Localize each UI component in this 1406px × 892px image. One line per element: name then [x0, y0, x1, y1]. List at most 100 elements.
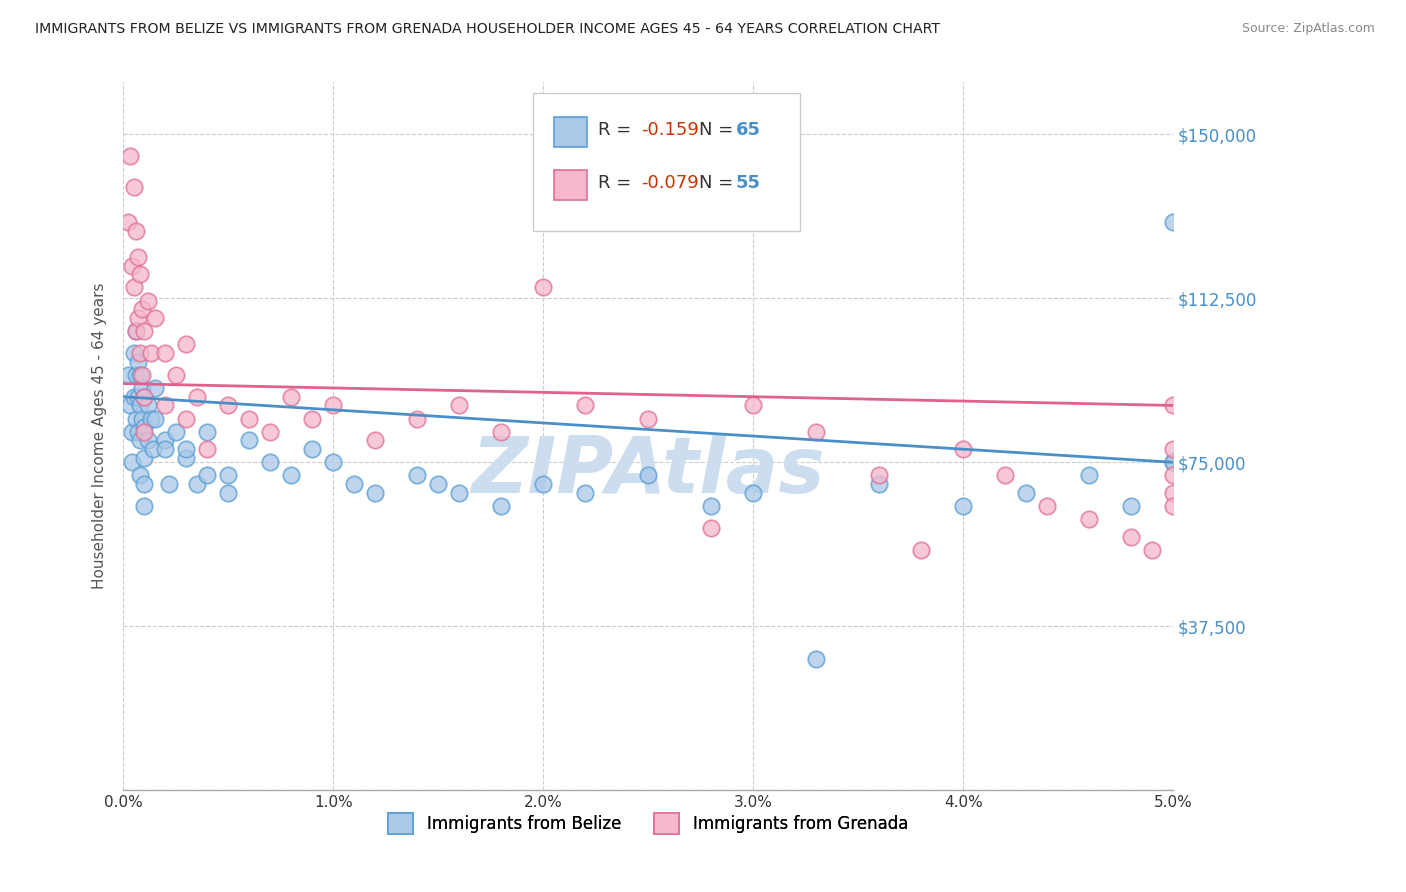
Point — [364, 486, 387, 500]
Point — [195, 442, 218, 457]
Point — [176, 411, 198, 425]
Point — [129, 267, 152, 281]
Text: -0.079: -0.079 — [641, 174, 699, 192]
Point — [129, 346, 152, 360]
FancyBboxPatch shape — [533, 93, 800, 231]
Point — [1161, 215, 1184, 229]
Point — [131, 302, 153, 317]
Legend: Immigrants from Belize, Immigrants from Grenada: Immigrants from Belize, Immigrants from … — [380, 805, 917, 842]
Point — [1161, 442, 1184, 457]
Point — [700, 499, 723, 513]
Text: Source: ZipAtlas.com: Source: ZipAtlas.com — [1241, 22, 1375, 36]
Point — [406, 411, 429, 425]
Point — [176, 337, 198, 351]
Text: R =: R = — [598, 121, 637, 139]
Point — [122, 280, 145, 294]
Point — [1121, 530, 1143, 544]
Point — [129, 368, 152, 382]
Point — [343, 477, 366, 491]
Text: N =: N = — [699, 121, 738, 139]
Point — [301, 442, 323, 457]
Point — [531, 280, 554, 294]
Point — [952, 442, 974, 457]
Point — [280, 468, 302, 483]
Point — [217, 468, 239, 483]
Point — [742, 399, 765, 413]
Point — [125, 223, 148, 237]
Point — [742, 486, 765, 500]
Point — [1161, 486, 1184, 500]
Point — [322, 455, 344, 469]
Point — [910, 542, 932, 557]
Point — [491, 425, 513, 439]
Point — [994, 468, 1017, 483]
Point — [138, 293, 160, 308]
Point — [131, 368, 153, 382]
Point — [127, 390, 149, 404]
Point — [1140, 542, 1163, 557]
Point — [134, 324, 156, 338]
Point — [406, 468, 429, 483]
Point — [117, 215, 139, 229]
Point — [131, 411, 153, 425]
Point — [138, 399, 160, 413]
Point — [121, 455, 143, 469]
Point — [1078, 512, 1101, 526]
Point — [491, 499, 513, 513]
Point — [217, 486, 239, 500]
Point — [195, 425, 218, 439]
Point — [139, 411, 162, 425]
Point — [139, 346, 162, 360]
Y-axis label: Householder Income Ages 45 - 64 years: Householder Income Ages 45 - 64 years — [93, 283, 107, 590]
Point — [637, 411, 659, 425]
Point — [118, 149, 141, 163]
Point — [868, 477, 890, 491]
Point — [142, 442, 165, 457]
Point — [134, 499, 156, 513]
Point — [127, 355, 149, 369]
Point — [129, 434, 152, 448]
Point — [155, 346, 177, 360]
Point — [700, 521, 723, 535]
Point — [1078, 468, 1101, 483]
Point — [806, 652, 828, 666]
Point — [574, 486, 596, 500]
Text: 65: 65 — [735, 121, 761, 139]
Point — [122, 346, 145, 360]
Point — [259, 425, 281, 439]
Point — [1015, 486, 1038, 500]
Text: IMMIGRANTS FROM BELIZE VS IMMIGRANTS FROM GRENADA HOUSEHOLDER INCOME AGES 45 - 6: IMMIGRANTS FROM BELIZE VS IMMIGRANTS FRO… — [35, 22, 941, 37]
Point — [134, 390, 156, 404]
Point — [159, 477, 181, 491]
Point — [155, 399, 177, 413]
Point — [155, 434, 177, 448]
Text: R =: R = — [598, 174, 637, 192]
Point — [143, 311, 166, 326]
Point — [574, 399, 596, 413]
Text: N =: N = — [699, 174, 738, 192]
Point — [868, 468, 890, 483]
Point — [280, 390, 302, 404]
Point — [952, 499, 974, 513]
Point — [186, 390, 208, 404]
FancyBboxPatch shape — [554, 118, 588, 147]
Point — [531, 477, 554, 491]
Point — [1161, 455, 1184, 469]
Point — [301, 411, 323, 425]
Text: ZIPAtlas: ZIPAtlas — [471, 434, 825, 509]
Point — [186, 477, 208, 491]
Point — [121, 425, 143, 439]
Point — [449, 399, 471, 413]
Point — [125, 324, 148, 338]
Point — [125, 324, 148, 338]
Point — [637, 468, 659, 483]
Point — [125, 411, 148, 425]
Point — [238, 434, 260, 448]
Text: 55: 55 — [735, 174, 761, 192]
Point — [176, 450, 198, 465]
Point — [143, 381, 166, 395]
Point — [364, 434, 387, 448]
Point — [121, 259, 143, 273]
Point — [1121, 499, 1143, 513]
Point — [176, 442, 198, 457]
